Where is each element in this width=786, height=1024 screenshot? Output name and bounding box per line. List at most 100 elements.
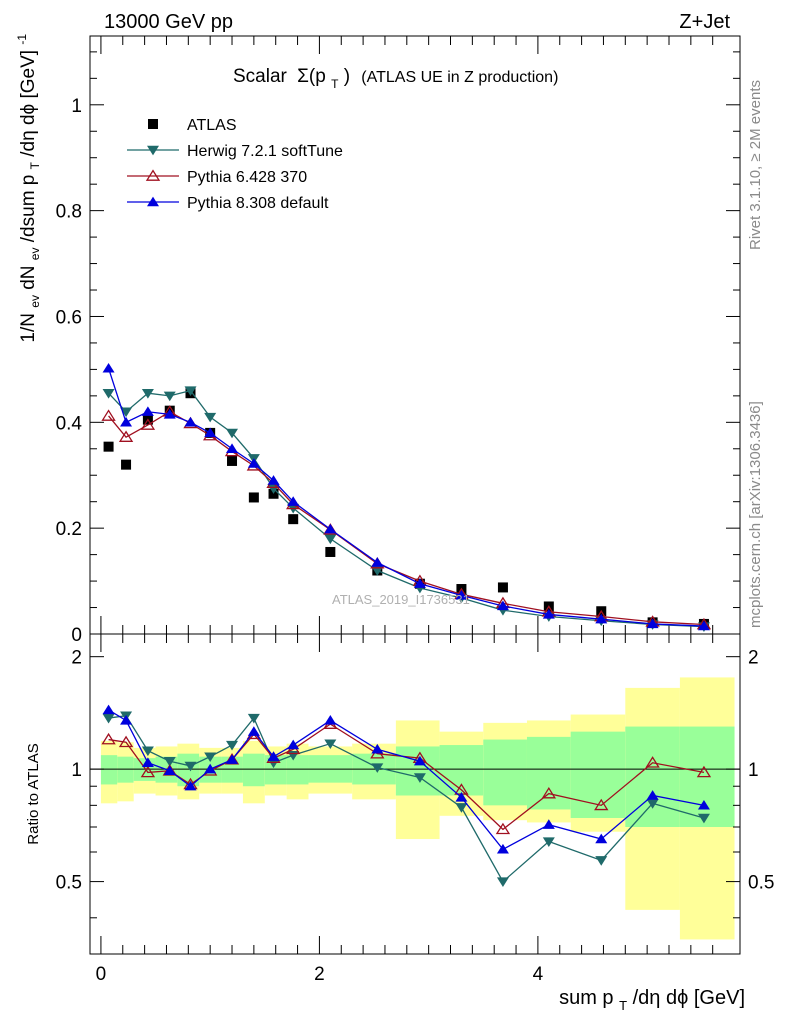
watermark: ATLAS_2019_I1736531 — [332, 592, 470, 607]
series-2-point-13 — [455, 792, 468, 802]
series-2-point-0 — [101, 409, 116, 421]
xtick-label-0: 0 — [96, 964, 107, 985]
series-2-point-0 — [102, 704, 115, 715]
ratio-frame — [89, 633, 741, 955]
series-2-point-14 — [496, 843, 509, 854]
series-line-3 — [107, 368, 704, 627]
series-2-point-9 — [287, 739, 300, 750]
series-0-point-10 — [325, 546, 336, 557]
ratio-ytick-label-right-1: 1 — [748, 760, 759, 781]
series-3-point-1 — [120, 416, 133, 427]
series-3-point-14 — [496, 600, 509, 611]
series-1-point-3 — [163, 391, 176, 402]
band-inner-14 — [483, 739, 527, 806]
series-2-point-7 — [247, 726, 260, 736]
series-1-point-18 — [696, 765, 712, 778]
ratio-ytick-label-left-2: 2 — [71, 648, 82, 669]
series-2-point-11 — [371, 743, 384, 754]
series-0-point-8 — [267, 758, 280, 769]
series-0-point-13 — [455, 803, 468, 813]
axis-tick-labels: 00.20.40.60.810 2 40.5 0.51 12 2 — [56, 96, 775, 985]
main-ytick-label-1: 0.2 — [56, 519, 82, 540]
series-0-point-11 — [371, 763, 384, 773]
series-2-point-4 — [184, 780, 197, 791]
series-1-point-1 — [120, 407, 133, 418]
series-3-point-15 — [542, 609, 555, 619]
series-2-point-16 — [595, 833, 608, 844]
legend-marker-2 — [145, 169, 161, 181]
series-2-point-3 — [163, 765, 176, 775]
series-1-point-14 — [495, 822, 511, 835]
band-inner-9 — [286, 755, 309, 785]
ratio-ytick-label-right-2: 2 — [748, 648, 759, 669]
series-3-point-12 — [413, 578, 426, 588]
ratio-ytick-label-right-0: 0.5 — [748, 873, 774, 894]
ylabel-part-1: ev — [28, 295, 42, 308]
series-3-point-17 — [646, 618, 659, 629]
band-inner-15 — [526, 736, 571, 810]
band-inner-1 — [117, 756, 134, 783]
main-ytick-label-4: 0.8 — [56, 202, 82, 223]
series-2-point-2 — [141, 757, 154, 767]
ylabel-part-4: /dsum p — [18, 175, 39, 243]
series-0-point-9 — [288, 514, 299, 525]
series-2-point-18 — [697, 799, 710, 810]
series-1-point-2 — [140, 765, 156, 778]
series-0-point-16 — [595, 856, 608, 866]
series-3-point-3 — [163, 408, 176, 419]
xlabel-part-2: /dη dϕ [GeV] — [633, 987, 745, 1009]
title-symbol: Σ(p — [297, 66, 326, 87]
band-inner-16 — [570, 731, 626, 818]
series-1-point-5 — [204, 412, 217, 423]
ylabel-part-6: /dη dϕ [GeV] — [18, 50, 39, 157]
band-inner-7 — [242, 753, 265, 787]
series-2-point-6 — [226, 754, 239, 764]
legend-label-2: Pythia 6.428 370 — [187, 169, 307, 186]
main-series — [101, 362, 712, 632]
series-1-point-0 — [102, 389, 115, 399]
series-0-point-18 — [697, 813, 710, 824]
series-3-point-16 — [595, 613, 608, 624]
series-0-point-5 — [204, 752, 217, 763]
xlabel-part-0: sum p — [559, 987, 613, 1009]
series-3-point-5 — [204, 427, 217, 438]
ratio-ytick-label-left-0: 0.5 — [56, 873, 82, 894]
ylabel-part-0: 1/N — [18, 313, 39, 343]
series-0-point-0 — [103, 441, 114, 452]
series-1-point-17 — [645, 756, 660, 768]
band-inner-13 — [439, 745, 484, 796]
ylabel-part-2: dN — [18, 265, 39, 289]
ratio-ytick-label-left-1: 1 — [71, 760, 82, 781]
series-2-point-1 — [118, 430, 134, 442]
series-1-point-1 — [118, 735, 134, 748]
series-1-point-4 — [184, 386, 197, 396]
title-prefix: Scalar — [233, 66, 288, 87]
main-ytick-label-2: 0.4 — [56, 413, 83, 434]
legend-marker-3 — [147, 196, 159, 207]
ratio-series — [101, 704, 712, 887]
legend-marker-0 — [148, 119, 158, 129]
band-inner-12 — [395, 746, 440, 796]
header-left: 13000 GeV pp — [104, 11, 233, 33]
side-text-bottom: mcplots.cern.ch [arXiv:1306.3436] — [747, 401, 764, 628]
ylabel-part-3: ev — [28, 248, 42, 261]
series-3-point-7 — [247, 458, 260, 468]
series-0-point-12 — [413, 773, 426, 783]
series-1-point-16 — [594, 798, 609, 811]
xlabel-part-1: T — [619, 998, 627, 1013]
main-ytick-label-0: 0 — [71, 625, 82, 646]
series-0-point-3 — [163, 757, 176, 767]
ratio-bands — [100, 677, 735, 940]
series-3-point-18 — [697, 620, 710, 631]
series-0-point-4 — [184, 761, 197, 772]
series-0-point-15 — [542, 837, 555, 847]
axis-ticks — [90, 36, 740, 954]
series-0-point-6 — [226, 740, 239, 751]
chart-title: Scalar Σ(p T ) (ATLAS UE in Z production… — [233, 66, 558, 93]
ylabel-part-7: -1 — [15, 34, 29, 45]
series-1-point-11 — [371, 566, 384, 576]
xtick-label-2: 4 — [533, 964, 544, 985]
series-0-point-0 — [102, 713, 115, 724]
series-1-point-6 — [226, 428, 239, 439]
legend-label-3: Pythia 8.308 default — [187, 195, 329, 212]
